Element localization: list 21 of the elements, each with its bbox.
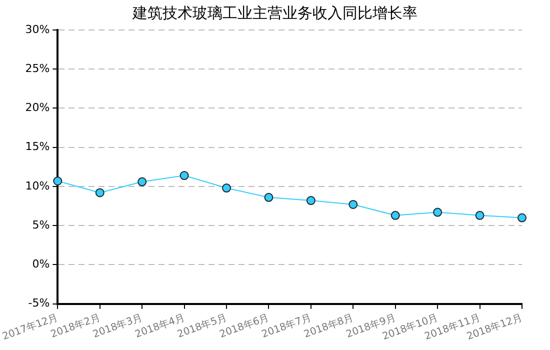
point xyxy=(475,210,484,220)
y-tick-label: 20% xyxy=(25,101,50,114)
point xyxy=(518,213,526,222)
point xyxy=(222,184,232,193)
point xyxy=(433,208,442,217)
y-tick-label: 10% xyxy=(25,179,50,192)
y-tick-label: 25% xyxy=(25,62,50,75)
y-tick-label: 30% xyxy=(25,22,50,36)
y-tick-label: 0% xyxy=(32,258,50,271)
point xyxy=(390,210,400,220)
y-tick-label: -5% xyxy=(28,296,50,310)
point xyxy=(264,192,274,202)
y-tick-label: 15% xyxy=(25,140,50,154)
point xyxy=(53,176,62,186)
point xyxy=(138,177,147,186)
point xyxy=(306,196,316,206)
point xyxy=(180,171,189,180)
chart-title: 建筑技术玻璃工业主营业务收入同比增长率 xyxy=(131,4,418,23)
point xyxy=(95,188,104,198)
point xyxy=(348,200,358,209)
y-tick-label: 5% xyxy=(32,218,50,232)
